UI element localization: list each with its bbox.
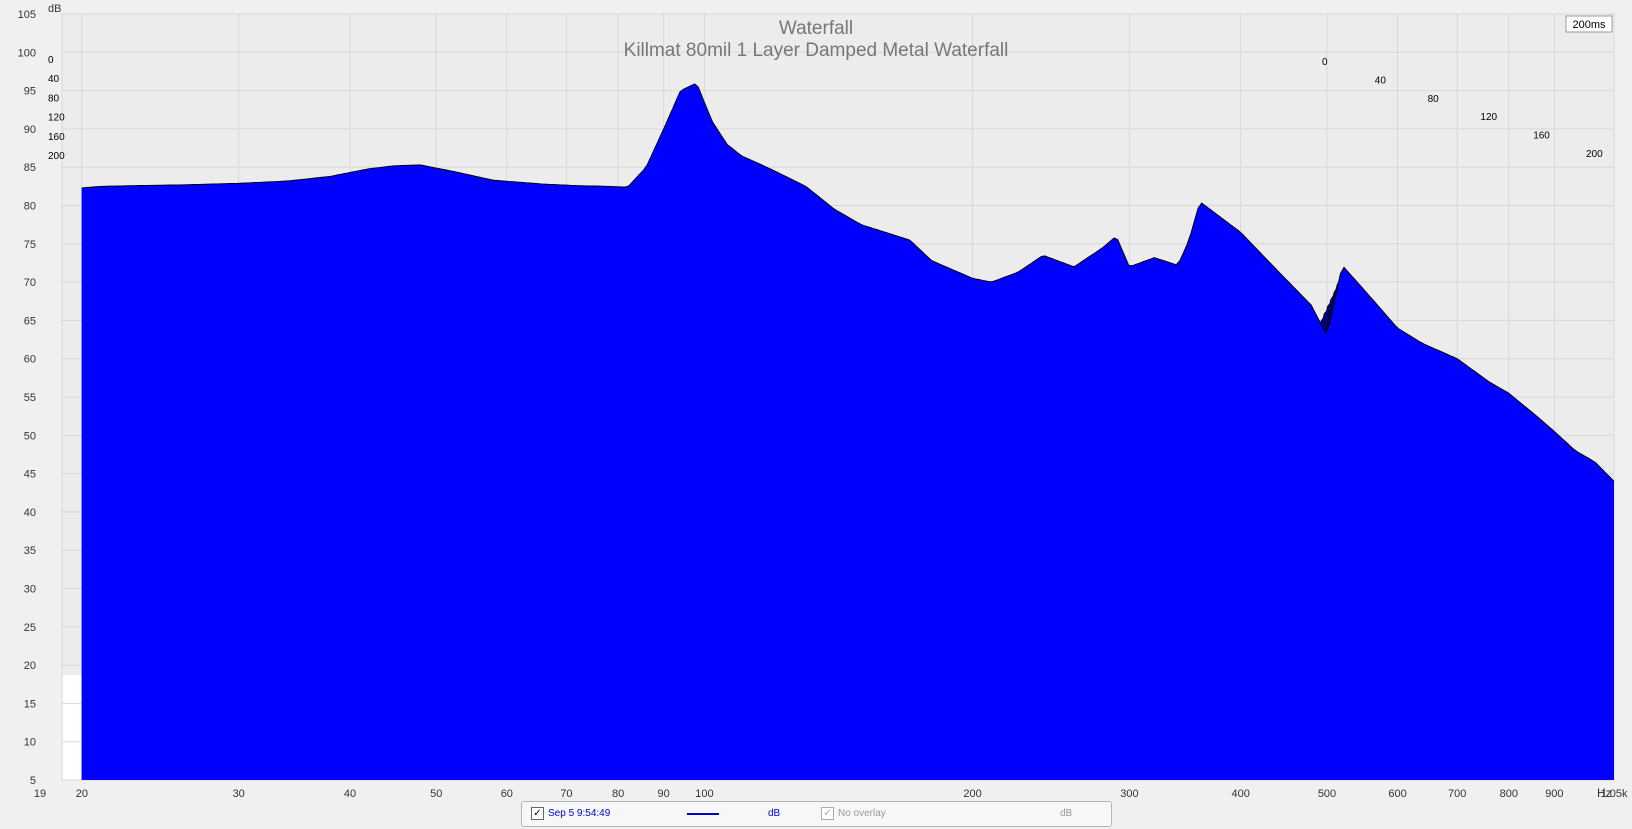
- slice-fill: [81, 83, 1615, 780]
- series-line-swatch: [687, 813, 719, 815]
- x-tick-label: 200: [963, 788, 981, 800]
- z-max-label: 200ms: [1572, 19, 1606, 31]
- x-tick-label: 20: [76, 788, 88, 800]
- time-label-right: 120: [1480, 112, 1497, 123]
- y-tick-label: 65: [24, 315, 36, 327]
- y-tick-label: 60: [24, 354, 36, 366]
- y-tick-label: 70: [24, 277, 36, 289]
- time-label-right: 40: [1375, 75, 1387, 86]
- y-tick-label: 5: [30, 775, 36, 787]
- y-tick-label: 75: [24, 239, 36, 251]
- y-tick-label: 25: [24, 622, 36, 634]
- time-label-left: 160: [48, 132, 65, 143]
- x-tick-label: 900: [1545, 788, 1563, 800]
- y-tick-label: 45: [24, 469, 36, 481]
- z-max-badge: 200ms: [1565, 15, 1613, 33]
- y-tick-label: 20: [24, 660, 36, 672]
- time-label-left: 0: [48, 55, 54, 66]
- x-tick-label: 30: [233, 788, 245, 800]
- time-label-right: 80: [1428, 94, 1440, 105]
- x-tick-label: 80: [612, 788, 624, 800]
- overlay-checkbox[interactable]: ✓: [821, 807, 834, 820]
- x-axis-tick-labels: 19 20 30 40 50 60 70 80 90 100 200 300 400 500 600 700 8…: [34, 788, 1628, 800]
- series-checkbox[interactable]: ✓: [531, 807, 544, 820]
- time-label-right: 160: [1533, 131, 1550, 142]
- y-tick-label: 30: [24, 584, 36, 596]
- x-tick-label: 50: [430, 788, 442, 800]
- series-unit: dB: [768, 808, 781, 819]
- overlay-label: No overlay: [838, 808, 886, 819]
- x-tick-label: 500: [1318, 788, 1336, 800]
- y-tick-label: 100: [18, 47, 36, 59]
- x-tick-label: 400: [1231, 788, 1249, 800]
- time-label-right: 0: [1322, 57, 1328, 68]
- x-tick-label: 60: [501, 788, 513, 800]
- x-tick-label: 19: [34, 788, 46, 800]
- y-tick-label: 40: [24, 507, 36, 519]
- y-tick-label: 50: [24, 430, 36, 442]
- chart-subtitle: Killmat 80mil 1 Layer Damped Metal Water…: [624, 40, 1009, 61]
- y-tick-label: 55: [24, 392, 36, 404]
- x-tick-label: 100: [695, 788, 713, 800]
- x-tick-label: 1.05k: [1601, 788, 1628, 800]
- chart-title: Waterfall: [779, 18, 853, 39]
- time-label-left: 120: [48, 113, 65, 124]
- y-tick-label: 80: [24, 201, 36, 213]
- y-tick-label: 95: [24, 86, 36, 98]
- y-tick-label: 90: [24, 124, 36, 136]
- time-label-right: 200: [1586, 149, 1603, 160]
- overlay-unit: dB: [1060, 808, 1073, 819]
- x-axis-unit: Hz: [1597, 786, 1612, 800]
- y-tick-label: 15: [24, 698, 36, 710]
- time-label-left: 80: [48, 93, 60, 104]
- y-tick-label: 10: [24, 737, 36, 749]
- x-tick-label: 700: [1448, 788, 1466, 800]
- y-axis-label: dB: [48, 3, 61, 15]
- series-label: Sep 5 9:54:49: [548, 808, 611, 819]
- y-tick-label: 105: [18, 9, 36, 21]
- y-axis-tick-labels: 5 10 15 20 25 30 35 40 45 50 55 60 65 70 75 80 85 90 95 100…: [18, 9, 36, 787]
- time-axis-labels: 0 0 40 40 80 80 120 120 160 160 200 200: [48, 55, 1603, 162]
- waterfall-slices: [81, 83, 1615, 780]
- x-tick-label: 70: [560, 788, 572, 800]
- slice-line: [81, 83, 1615, 482]
- x-tick-label: 40: [344, 788, 356, 800]
- time-label-left: 200: [48, 151, 65, 162]
- x-tick-label: 90: [658, 788, 670, 800]
- time-label-left: 40: [48, 74, 60, 85]
- legend-bar: ✓ Sep 5 9:54:49 dB ✓ No overlay dB: [521, 801, 1112, 827]
- x-tick-label: 800: [1500, 788, 1518, 800]
- y-tick-label: 85: [24, 162, 36, 174]
- x-tick-label: 300: [1120, 788, 1138, 800]
- y-tick-label: 35: [24, 545, 36, 557]
- x-tick-label: 600: [1388, 788, 1406, 800]
